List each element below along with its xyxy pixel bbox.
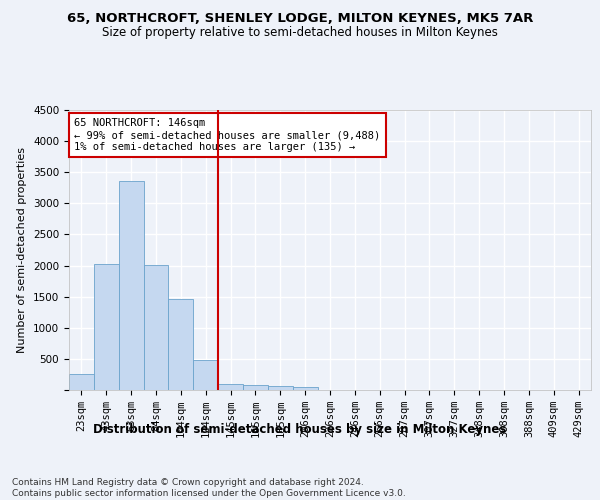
Bar xyxy=(169,299,193,390)
Y-axis label: Number of semi-detached properties: Number of semi-detached properties xyxy=(17,147,28,353)
Bar xyxy=(119,181,143,390)
Bar xyxy=(94,264,119,390)
Text: Distribution of semi-detached houses by size in Milton Keynes: Distribution of semi-detached houses by … xyxy=(94,422,506,436)
Text: Contains HM Land Registry data © Crown copyright and database right 2024.
Contai: Contains HM Land Registry data © Crown c… xyxy=(12,478,406,498)
Bar xyxy=(268,386,293,390)
Bar xyxy=(143,265,169,390)
Bar xyxy=(243,384,268,390)
Bar xyxy=(293,387,317,390)
Text: Size of property relative to semi-detached houses in Milton Keynes: Size of property relative to semi-detach… xyxy=(102,26,498,39)
Bar xyxy=(69,374,94,390)
Bar xyxy=(193,360,218,390)
Text: 65 NORTHCROFT: 146sqm
← 99% of semi-detached houses are smaller (9,488)
1% of se: 65 NORTHCROFT: 146sqm ← 99% of semi-deta… xyxy=(74,118,380,152)
Bar xyxy=(218,384,243,390)
Text: 65, NORTHCROFT, SHENLEY LODGE, MILTON KEYNES, MK5 7AR: 65, NORTHCROFT, SHENLEY LODGE, MILTON KE… xyxy=(67,12,533,26)
